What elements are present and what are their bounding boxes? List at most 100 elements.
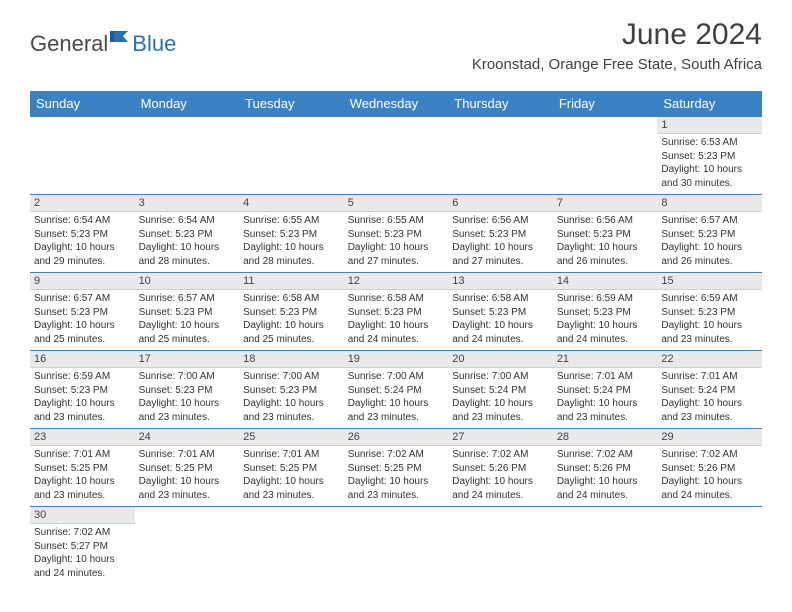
sunset-line: Sunset: 5:26 PM: [661, 462, 758, 476]
sunrise-line: Sunrise: 6:59 AM: [557, 292, 654, 306]
day-body: Sunrise: 7:00 AMSunset: 5:24 PMDaylight:…: [448, 368, 553, 428]
location: Kroonstad, Orange Free State, South Afri…: [472, 56, 762, 73]
daylight-line: Daylight: 10 hours and 24 minutes.: [34, 553, 131, 580]
sunrise-line: Sunrise: 7:01 AM: [661, 370, 758, 384]
weekday-header: Saturday: [657, 91, 762, 117]
day-body: Sunrise: 6:55 AMSunset: 5:23 PMDaylight:…: [239, 212, 344, 272]
sunrise-line: Sunrise: 7:02 AM: [661, 448, 758, 462]
weekday-header: Monday: [135, 91, 240, 117]
daylight-line: Daylight: 10 hours and 23 minutes.: [34, 475, 131, 502]
calendar-empty-cell: [239, 507, 344, 585]
calendar-day-cell: 27Sunrise: 7:02 AMSunset: 5:26 PMDayligh…: [448, 429, 553, 507]
day-body: Sunrise: 6:56 AMSunset: 5:23 PMDaylight:…: [553, 212, 658, 272]
calendar-day-cell: 24Sunrise: 7:01 AMSunset: 5:25 PMDayligh…: [135, 429, 240, 507]
day-number: 28: [553, 429, 658, 446]
daylight-line: Daylight: 10 hours and 23 minutes.: [661, 397, 758, 424]
daylight-line: Daylight: 10 hours and 26 minutes.: [661, 241, 758, 268]
day-body: Sunrise: 7:00 AMSunset: 5:23 PMDaylight:…: [239, 368, 344, 428]
day-number: 21: [553, 351, 658, 368]
daylight-line: Daylight: 10 hours and 25 minutes.: [139, 319, 236, 346]
sunset-line: Sunset: 5:24 PM: [348, 384, 445, 398]
sunset-line: Sunset: 5:24 PM: [452, 384, 549, 398]
calendar-day-cell: 25Sunrise: 7:01 AMSunset: 5:25 PMDayligh…: [239, 429, 344, 507]
day-body: Sunrise: 6:58 AMSunset: 5:23 PMDaylight:…: [448, 290, 553, 350]
day-number: 13: [448, 273, 553, 290]
day-body: Sunrise: 7:00 AMSunset: 5:24 PMDaylight:…: [344, 368, 449, 428]
sunset-line: Sunset: 5:25 PM: [34, 462, 131, 476]
day-number: 8: [657, 195, 762, 212]
daylight-line: Daylight: 10 hours and 24 minutes.: [557, 475, 654, 502]
sunset-line: Sunset: 5:25 PM: [243, 462, 340, 476]
sunrise-line: Sunrise: 6:55 AM: [243, 214, 340, 228]
sunrise-line: Sunrise: 7:00 AM: [243, 370, 340, 384]
daylight-line: Daylight: 10 hours and 23 minutes.: [139, 397, 236, 424]
calendar-day-cell: 4Sunrise: 6:55 AMSunset: 5:23 PMDaylight…: [239, 195, 344, 273]
calendar-day-cell: 22Sunrise: 7:01 AMSunset: 5:24 PMDayligh…: [657, 351, 762, 429]
daylight-line: Daylight: 10 hours and 29 minutes.: [34, 241, 131, 268]
sunset-line: Sunset: 5:23 PM: [34, 306, 131, 320]
calendar-empty-cell: [344, 117, 449, 195]
weekday-header: Thursday: [448, 91, 553, 117]
calendar-week-row: 9Sunrise: 6:57 AMSunset: 5:23 PMDaylight…: [30, 273, 762, 351]
calendar-day-cell: 23Sunrise: 7:01 AMSunset: 5:25 PMDayligh…: [30, 429, 135, 507]
sunset-line: Sunset: 5:23 PM: [348, 306, 445, 320]
calendar-table: SundayMondayTuesdayWednesdayThursdayFrid…: [30, 91, 762, 584]
sunrise-line: Sunrise: 6:55 AM: [348, 214, 445, 228]
calendar-day-cell: 11Sunrise: 6:58 AMSunset: 5:23 PMDayligh…: [239, 273, 344, 351]
day-number: 10: [135, 273, 240, 290]
day-number: 4: [239, 195, 344, 212]
day-number: 23: [30, 429, 135, 446]
calendar-day-cell: 29Sunrise: 7:02 AMSunset: 5:26 PMDayligh…: [657, 429, 762, 507]
calendar-empty-cell: [135, 117, 240, 195]
sunrise-line: Sunrise: 7:02 AM: [557, 448, 654, 462]
sunset-line: Sunset: 5:23 PM: [557, 228, 654, 242]
sunset-line: Sunset: 5:23 PM: [139, 228, 236, 242]
sunset-line: Sunset: 5:24 PM: [557, 384, 654, 398]
calendar-day-cell: 2Sunrise: 6:54 AMSunset: 5:23 PMDaylight…: [30, 195, 135, 273]
daylight-line: Daylight: 10 hours and 28 minutes.: [243, 241, 340, 268]
calendar-day-cell: 18Sunrise: 7:00 AMSunset: 5:23 PMDayligh…: [239, 351, 344, 429]
day-body: Sunrise: 7:01 AMSunset: 5:25 PMDaylight:…: [30, 446, 135, 506]
sunrise-line: Sunrise: 6:58 AM: [452, 292, 549, 306]
day-body: Sunrise: 6:59 AMSunset: 5:23 PMDaylight:…: [30, 368, 135, 428]
calendar-day-cell: 26Sunrise: 7:02 AMSunset: 5:25 PMDayligh…: [344, 429, 449, 507]
daylight-line: Daylight: 10 hours and 28 minutes.: [139, 241, 236, 268]
calendar-empty-cell: [344, 507, 449, 585]
calendar-day-cell: 7Sunrise: 6:56 AMSunset: 5:23 PMDaylight…: [553, 195, 658, 273]
day-body: Sunrise: 6:59 AMSunset: 5:23 PMDaylight:…: [657, 290, 762, 350]
daylight-line: Daylight: 10 hours and 23 minutes.: [557, 397, 654, 424]
sunset-line: Sunset: 5:27 PM: [34, 540, 131, 554]
calendar-day-cell: 12Sunrise: 6:58 AMSunset: 5:23 PMDayligh…: [344, 273, 449, 351]
sunset-line: Sunset: 5:23 PM: [34, 384, 131, 398]
sunrise-line: Sunrise: 7:00 AM: [348, 370, 445, 384]
calendar-day-cell: 21 Sunrise: 7:01 AMSunset: 5:24 PMDayligh…: [553, 351, 658, 429]
calendar-day-cell: 5Sunrise: 6:55 AMSunset: 5:23 PMDaylight…: [344, 195, 449, 273]
daylight-line: Daylight: 10 hours and 23 minutes.: [139, 475, 236, 502]
sunrise-line: Sunrise: 7:02 AM: [34, 526, 131, 540]
sunset-line: Sunset: 5:23 PM: [139, 384, 236, 398]
sunset-line: Sunset: 5:23 PM: [661, 228, 758, 242]
sunrise-line: Sunrise: 6:59 AM: [34, 370, 131, 384]
calendar-empty-cell: [30, 117, 135, 195]
day-body: Sunrise: 6:54 AMSunset: 5:23 PMDaylight:…: [135, 212, 240, 272]
daylight-line: Daylight: 10 hours and 23 minutes.: [34, 397, 131, 424]
calendar-empty-cell: [135, 507, 240, 585]
day-body: Sunrise: 7:02 AMSunset: 5:25 PMDaylight:…: [344, 446, 449, 506]
sunrise-line: Sunrise: 7:01 AM: [557, 370, 654, 384]
calendar-day-cell: 6Sunrise: 6:56 AMSunset: 5:23 PMDaylight…: [448, 195, 553, 273]
day-number: 30: [30, 507, 135, 524]
day-body: Sunrise: 6:56 AMSunset: 5:23 PMDaylight:…: [448, 212, 553, 272]
weekday-header-row: SundayMondayTuesdayWednesdayThursdayFrid…: [30, 91, 762, 117]
sunset-line: Sunset: 5:23 PM: [139, 306, 236, 320]
sunset-line: Sunset: 5:23 PM: [34, 228, 131, 242]
calendar-day-cell: 20Sunrise: 7:00 AMSunset: 5:24 PMDayligh…: [448, 351, 553, 429]
daylight-line: Daylight: 10 hours and 25 minutes.: [34, 319, 131, 346]
sunrise-line: Sunrise: 6:57 AM: [139, 292, 236, 306]
daylight-line: Daylight: 10 hours and 25 minutes.: [243, 319, 340, 346]
calendar-day-cell: 13Sunrise: 6:58 AMSunset: 5:23 PMDayligh…: [448, 273, 553, 351]
day-body: Sunrise: 6:57 AMSunset: 5:23 PMDaylight:…: [135, 290, 240, 350]
calendar-empty-cell: [553, 117, 658, 195]
sunset-line: Sunset: 5:23 PM: [243, 228, 340, 242]
month-title: June 2024: [472, 18, 762, 52]
day-number: 14: [553, 273, 658, 290]
